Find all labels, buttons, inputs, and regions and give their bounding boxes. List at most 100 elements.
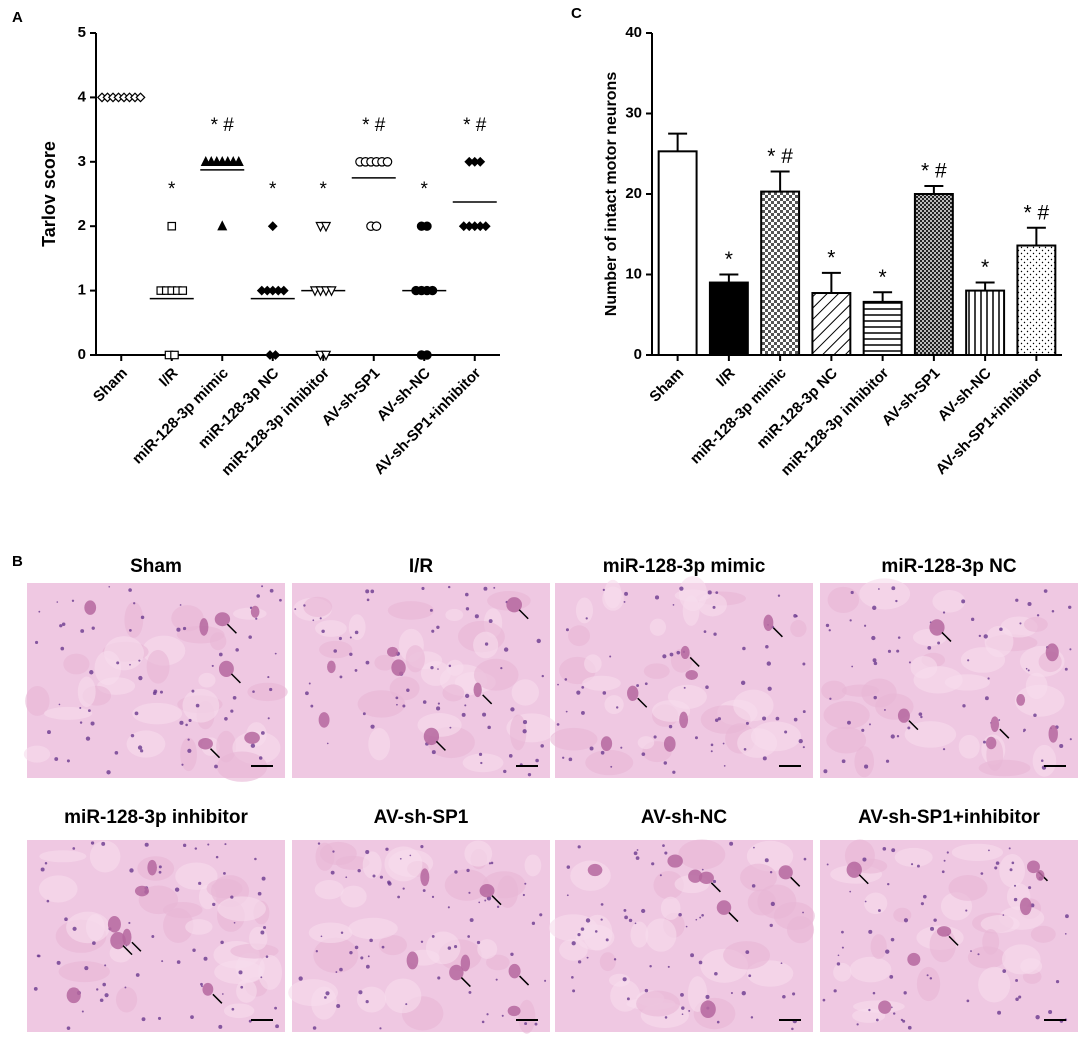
y-axis-label: Number of intact motor neurons bbox=[603, 72, 620, 317]
nucleus bbox=[448, 664, 452, 668]
nucleus bbox=[942, 611, 946, 614]
tissue-patch bbox=[1025, 672, 1048, 700]
tissue-patch bbox=[893, 907, 912, 923]
data-point bbox=[480, 221, 491, 232]
nucleus bbox=[1015, 997, 1019, 1001]
arrow bbox=[122, 945, 133, 956]
nucleus bbox=[354, 669, 358, 672]
tissue-patch bbox=[790, 619, 807, 638]
neuron bbox=[507, 1005, 521, 1017]
tissue-patch bbox=[524, 854, 542, 877]
tissue-patch bbox=[462, 753, 504, 773]
data-point bbox=[382, 157, 393, 167]
neuron bbox=[1016, 694, 1026, 706]
nucleus bbox=[565, 710, 568, 713]
nucleus bbox=[483, 586, 488, 591]
nucleus bbox=[716, 1020, 720, 1024]
arrow bbox=[728, 912, 739, 923]
nucleus bbox=[332, 850, 335, 853]
nucleus bbox=[345, 876, 348, 879]
y-tick-label: 3 bbox=[78, 153, 86, 170]
nucleus bbox=[701, 868, 704, 871]
tissue-patch bbox=[833, 962, 852, 982]
nucleus bbox=[527, 772, 532, 777]
nucleus bbox=[1043, 589, 1048, 593]
tissue-patch bbox=[568, 625, 591, 647]
panel-label: C bbox=[571, 5, 582, 22]
neuron bbox=[587, 863, 603, 877]
y-tick-label: 0 bbox=[634, 346, 642, 363]
nucleus bbox=[365, 589, 370, 594]
nucleus bbox=[715, 591, 719, 595]
nucleus bbox=[864, 624, 867, 627]
nucleus bbox=[1002, 914, 1005, 916]
nucleus bbox=[628, 918, 633, 923]
nucleus bbox=[402, 704, 406, 708]
nucleus bbox=[933, 918, 937, 922]
x-tick-label: I/R bbox=[156, 364, 182, 390]
neuron bbox=[878, 1000, 892, 1014]
nucleus bbox=[766, 661, 771, 666]
nucleus bbox=[782, 994, 786, 999]
nucleus bbox=[707, 590, 712, 595]
nucleus bbox=[568, 757, 573, 762]
image-title: miR-128-3p mimic bbox=[603, 556, 766, 577]
nucleus bbox=[256, 594, 260, 598]
tissue-patch bbox=[904, 721, 957, 748]
nucleus bbox=[395, 696, 399, 700]
nucleus bbox=[856, 1023, 859, 1026]
nucleus bbox=[431, 629, 435, 633]
nucleus bbox=[531, 921, 536, 925]
arrow bbox=[637, 697, 648, 708]
data-point bbox=[278, 285, 289, 296]
nucleus bbox=[871, 635, 876, 641]
neuron bbox=[778, 865, 793, 880]
nucleus bbox=[649, 965, 652, 968]
tissue-patch bbox=[916, 966, 941, 1002]
nucleus bbox=[144, 842, 149, 847]
nucleus bbox=[468, 891, 471, 894]
neuron bbox=[479, 884, 495, 898]
nucleus bbox=[681, 1006, 685, 1010]
nucleus bbox=[207, 843, 210, 846]
nucleus bbox=[339, 967, 343, 972]
nucleus bbox=[987, 677, 990, 680]
nucleus bbox=[694, 736, 698, 740]
significance: * # bbox=[767, 145, 793, 168]
nucleus bbox=[644, 682, 648, 686]
nucleus bbox=[890, 734, 895, 739]
tissue-patch bbox=[473, 658, 519, 691]
nucleus bbox=[942, 748, 946, 751]
nucleus bbox=[500, 667, 503, 670]
nucleus bbox=[891, 1006, 893, 1009]
nucleus bbox=[522, 729, 527, 734]
nucleus bbox=[586, 956, 589, 959]
nucleus bbox=[482, 712, 487, 717]
tissue-patch bbox=[870, 934, 887, 960]
tissue-patch bbox=[649, 618, 667, 636]
arrow bbox=[689, 656, 700, 667]
nucleus bbox=[381, 945, 385, 949]
neuron bbox=[508, 963, 521, 979]
nucleus bbox=[577, 933, 581, 937]
nucleus bbox=[116, 661, 120, 665]
nucleus bbox=[379, 1027, 382, 1030]
tissue-patch bbox=[610, 979, 641, 1012]
nucleus bbox=[524, 882, 527, 885]
nucleus bbox=[841, 759, 846, 764]
nucleus bbox=[60, 646, 65, 651]
micrograph bbox=[820, 578, 1078, 778]
nucleus bbox=[468, 990, 472, 994]
nucleus bbox=[882, 847, 887, 851]
nucleus bbox=[983, 740, 986, 744]
nucleus bbox=[484, 642, 489, 646]
nucleus bbox=[317, 842, 321, 845]
tissue-patch bbox=[126, 730, 166, 758]
nucleus bbox=[312, 1026, 317, 1030]
tissue-patch bbox=[518, 999, 536, 1034]
nucleus bbox=[884, 708, 886, 711]
nucleus bbox=[269, 588, 274, 593]
arrow bbox=[908, 720, 919, 731]
nucleus bbox=[258, 756, 263, 760]
tissue-patch bbox=[63, 653, 90, 675]
